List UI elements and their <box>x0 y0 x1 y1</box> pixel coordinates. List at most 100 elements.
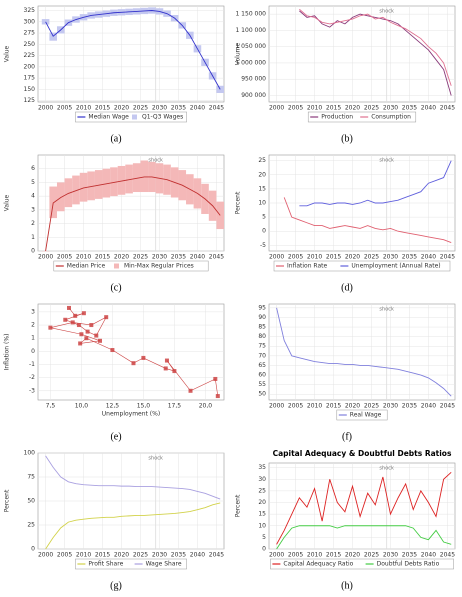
plot-area <box>268 462 456 550</box>
x-tick-label: 2010 <box>76 105 91 112</box>
legend-label: Consumption <box>371 114 411 121</box>
x-tick-label: 2005 <box>288 254 303 261</box>
y-tick-label: 0 <box>262 546 266 553</box>
line <box>45 10 221 90</box>
x-tick-label: 10,0 <box>75 403 89 410</box>
y-tick-label: -1 <box>29 361 35 368</box>
x-tick-label: 2025 <box>364 403 379 410</box>
y-tick-label: 1 150 000 <box>235 11 266 18</box>
point <box>79 332 84 337</box>
caption: (g) <box>110 580 122 591</box>
point <box>63 317 68 322</box>
x-tick-label: 2025 <box>133 105 148 112</box>
legend-swatch <box>114 263 119 269</box>
legend-box <box>336 409 388 421</box>
x-tick-label: 7,5 <box>46 403 56 410</box>
caption: (a) <box>110 133 121 144</box>
y-tick-label: 275 <box>24 30 36 37</box>
point <box>78 341 83 346</box>
x-tick-label: 15,0 <box>137 403 151 410</box>
y-tick-label: 15 <box>258 511 266 518</box>
x-tick-label: 2040 <box>421 403 436 410</box>
point <box>163 366 168 371</box>
y-tick-label: 60 <box>258 372 266 379</box>
y-axis-label: Inflation (%) <box>4 334 11 371</box>
y-tick-label: 90 <box>258 314 266 321</box>
x-tick-label: 2045 <box>440 552 455 559</box>
y-tick-label: 3 <box>31 206 35 213</box>
x-tick-label: 2045 <box>440 403 455 410</box>
x-tick-label: 2015 <box>326 254 341 261</box>
point <box>172 369 177 374</box>
band <box>72 175 80 205</box>
x-tick-label: 2020 <box>114 552 129 559</box>
y-tick-label: 0 <box>31 248 35 255</box>
line <box>283 197 452 243</box>
legend-swatch <box>132 114 137 120</box>
point <box>76 323 81 328</box>
band <box>102 168 111 198</box>
legend-box <box>53 260 209 272</box>
band <box>216 201 224 230</box>
line <box>299 160 452 207</box>
legend-box <box>270 558 454 570</box>
caption: (d) <box>341 282 353 293</box>
y-tick-label: 0 <box>262 228 266 235</box>
panel: -3 -2 -1 0 1 2 3 7,5 10,0 12,5 15,0 17,5 20,0 Inflati… <box>4 303 225 442</box>
x-tick-label: 2000 <box>38 552 53 559</box>
y-tick-label: 65 <box>258 362 266 369</box>
line <box>299 8 452 86</box>
band <box>94 170 103 199</box>
annotation: shock <box>379 158 394 164</box>
band <box>87 171 95 201</box>
y-tick-label: 95 <box>258 304 266 311</box>
point <box>104 315 109 320</box>
point <box>84 336 89 341</box>
y-tick-label: 175 <box>24 75 36 82</box>
x-tick-label: 2035 <box>171 254 186 261</box>
x-tick-label: 2030 <box>383 105 398 112</box>
band <box>140 160 149 193</box>
y-tick-label: 20 <box>258 499 266 506</box>
chart-title: Capital Adequacy & Doubtful Debts Ratios <box>273 449 452 458</box>
x-tick-label: 2000 <box>269 552 284 559</box>
legend-label: Q1-Q3 Wages <box>142 114 183 121</box>
y-tick-label: 6 <box>31 165 35 172</box>
legend-label: Min-Max Regular Prices <box>124 263 194 270</box>
y-axis-label: Percent <box>235 494 242 517</box>
x-tick-label: 2000 <box>269 403 284 410</box>
y-tick-label: 200 <box>24 63 36 70</box>
caption: (b) <box>341 133 353 144</box>
panel: Capital Adequacy & Doubtful Debts Ratios… <box>235 449 456 591</box>
x-tick-label: 2020 <box>114 254 129 261</box>
legend-label: Capital Adequacy Ratio <box>283 561 353 568</box>
x-tick-label: 2025 <box>364 105 379 112</box>
x-tick-label: 2030 <box>383 552 398 559</box>
y-tick-label: 15 <box>258 185 266 192</box>
x-axis-label: Unemployment (%) <box>102 411 160 418</box>
y-tick-label: 100 <box>24 450 36 457</box>
point <box>131 361 136 366</box>
y-tick-label: 5 <box>31 179 35 186</box>
point <box>98 338 102 343</box>
x-tick-label: 2045 <box>440 105 455 112</box>
line <box>299 10 452 96</box>
point <box>48 325 53 330</box>
legend-box <box>273 260 451 272</box>
legend-label: Doubtful Debts Ratio <box>377 561 440 568</box>
band <box>64 178 73 208</box>
x-tick-label: 2005 <box>288 105 303 112</box>
x-tick-label: 2010 <box>76 552 91 559</box>
y-tick-label: 1 100 000 <box>235 27 266 34</box>
x-tick-label: 2035 <box>402 254 417 261</box>
y-tick-label: 35 <box>258 464 266 471</box>
x-tick-label: 2020 <box>345 552 360 559</box>
y-tick-label: 75 <box>258 343 266 350</box>
x-tick-label: 2010 <box>307 254 322 261</box>
y-tick-label: 70 <box>258 352 266 359</box>
x-tick-label: 2005 <box>288 552 303 559</box>
point <box>81 311 86 316</box>
annotation: shock <box>148 456 163 462</box>
